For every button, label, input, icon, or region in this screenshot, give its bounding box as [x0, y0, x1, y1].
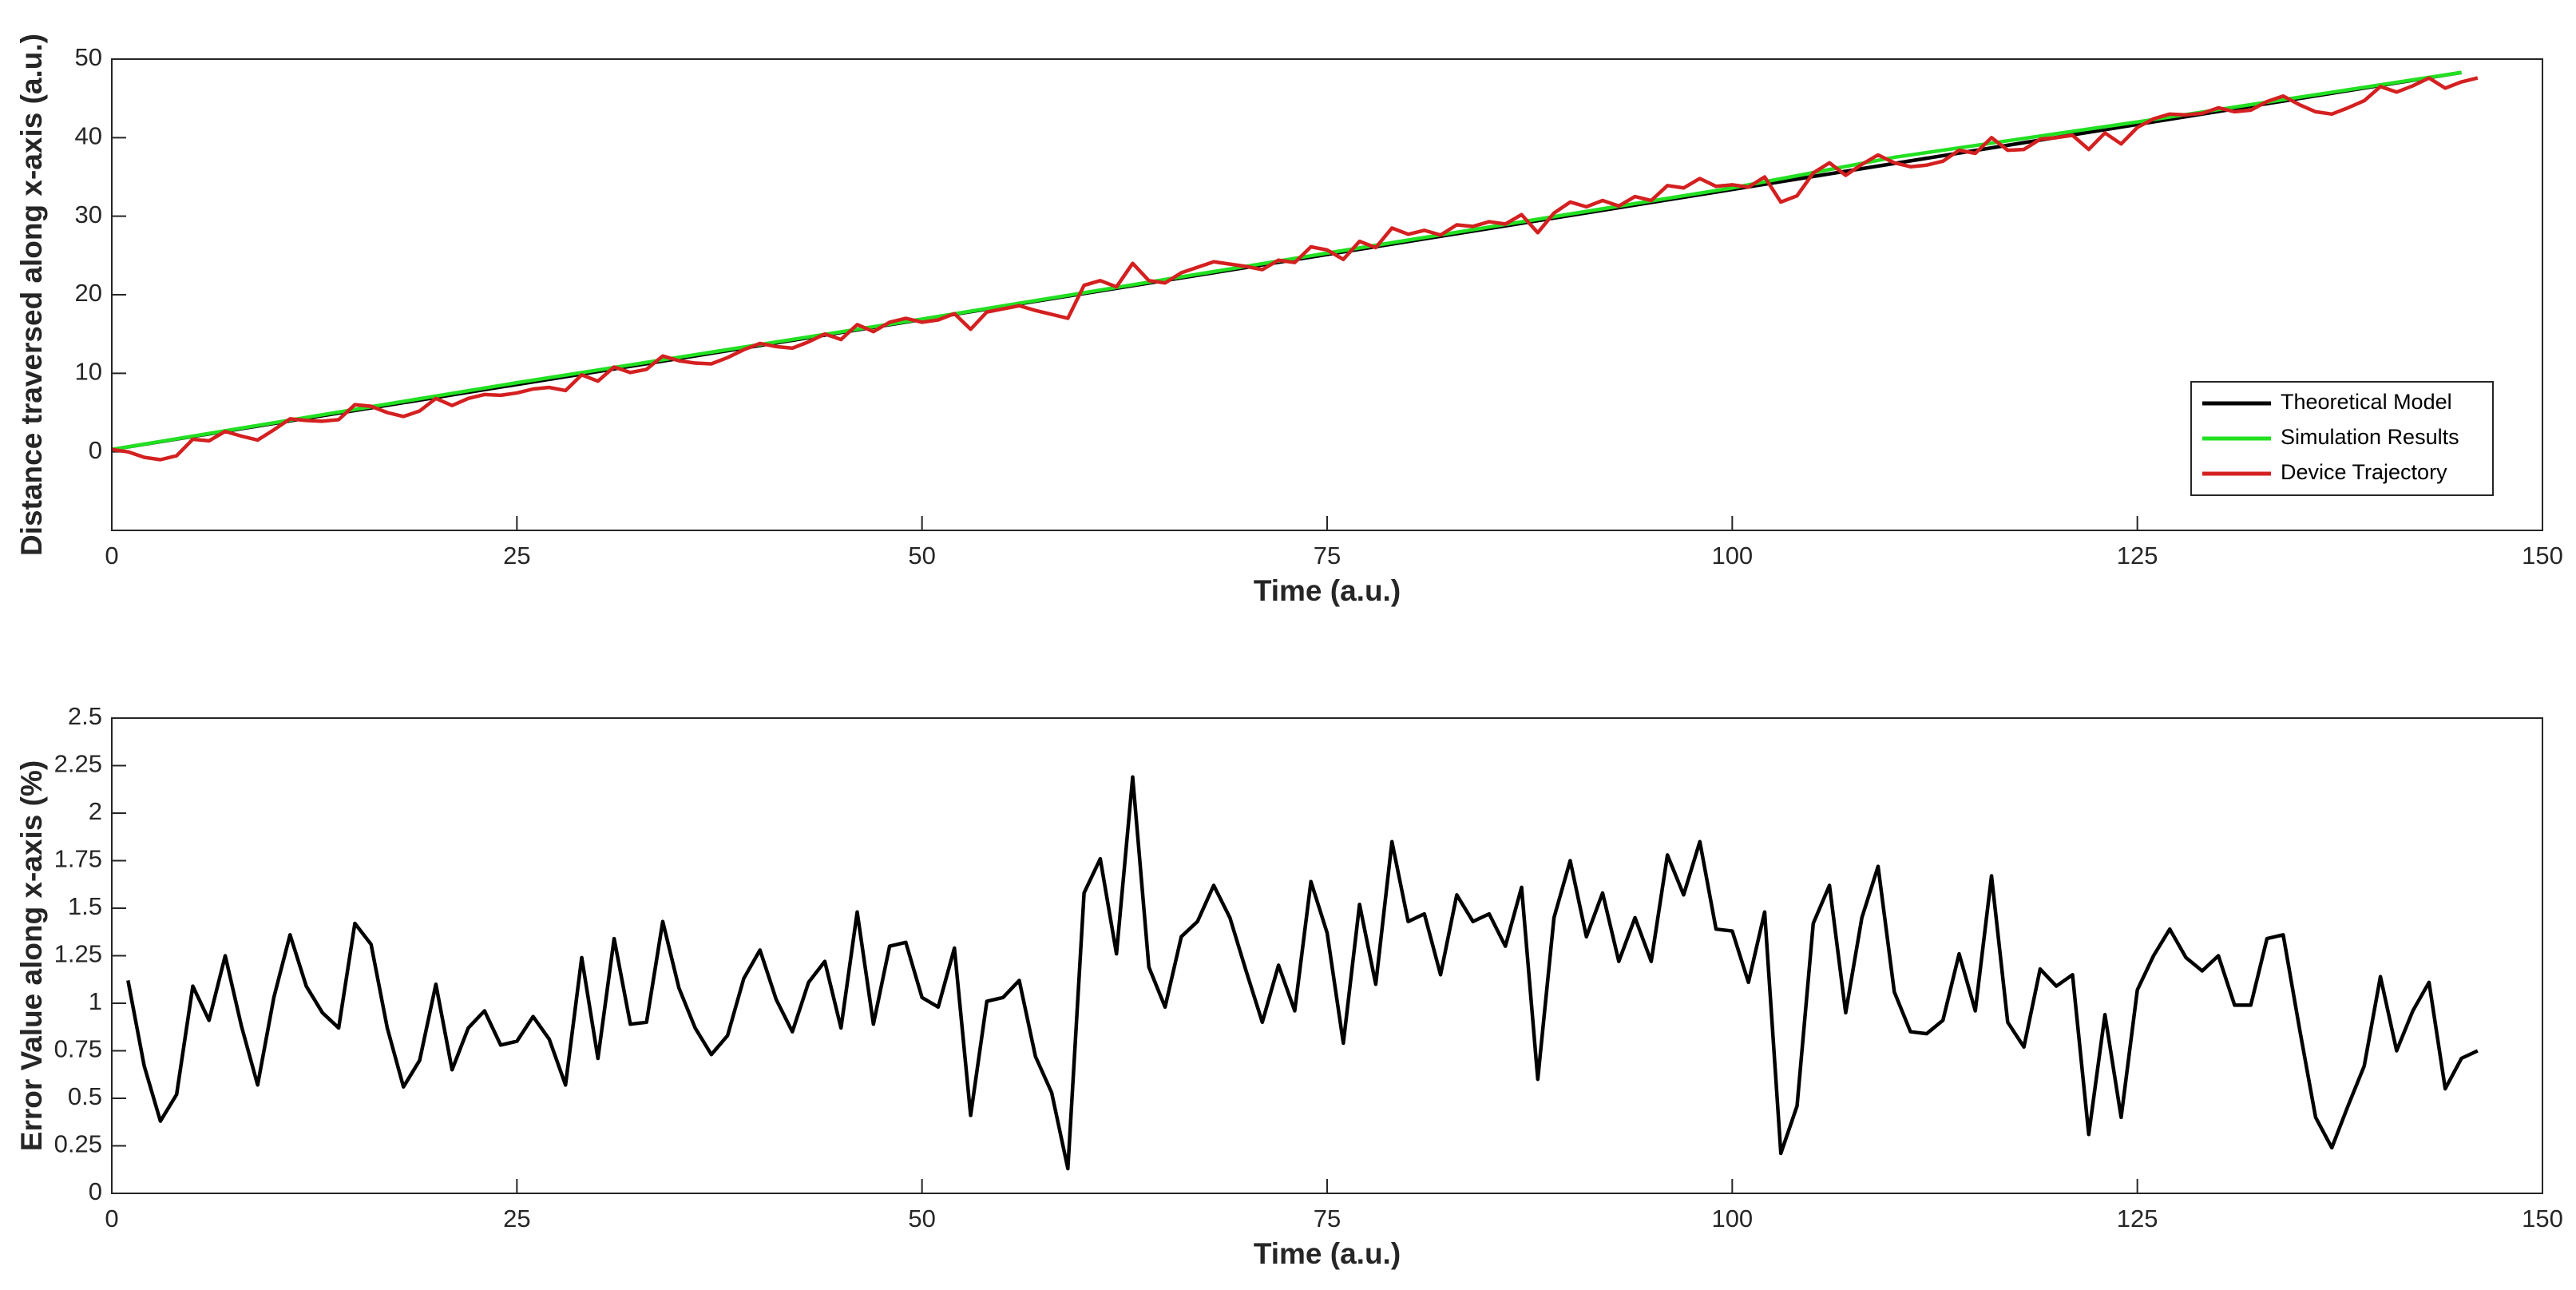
y-tick-label: 1.5 — [68, 892, 102, 920]
plot-area — [112, 59, 2542, 530]
y-tick-label: 50 — [75, 43, 102, 71]
y-tick-label: 1.75 — [54, 845, 102, 873]
plot-frame — [111, 58, 2543, 531]
y-tick-label: 0.75 — [54, 1035, 102, 1063]
x-tick-label: 125 — [2117, 1205, 2158, 1232]
y-axis-label: Distance traversed along x-axis (a.u.) — [15, 34, 48, 556]
x-tick-label: 0 — [105, 542, 118, 570]
legend: Theoretical Model Simulation Results Devic… — [2190, 381, 2494, 496]
x-tick-label: 100 — [1711, 542, 1753, 570]
plot-frame — [111, 717, 2543, 1194]
x-tick-label: 75 — [1314, 1205, 1341, 1232]
x-tick-label: 100 — [1711, 1205, 1753, 1232]
line-series — [112, 70, 2462, 451]
x-axis-label: Time (a.u.) — [1254, 1237, 1401, 1270]
x-tick-label: 50 — [908, 542, 935, 570]
y-tick-label: 1.25 — [54, 940, 102, 968]
legend-label: Theoretical Model — [2281, 390, 2452, 414]
legend-label: Device Trajectory — [2281, 460, 2447, 484]
line — [126, 775, 2479, 1171]
x-tick-label: 0 — [105, 1205, 118, 1232]
y-tick-label: 0.25 — [54, 1130, 102, 1158]
y-tick-label: 1 — [89, 987, 102, 1015]
y-tick-label: 2.5 — [68, 702, 102, 730]
legend-label: Simulation Results — [2281, 425, 2459, 449]
y-axis-label: Error Value along x-axis (%) — [15, 760, 48, 1151]
y-tick-label: 2 — [89, 797, 102, 825]
x-axis-label: Time (a.u.) — [1254, 574, 1401, 607]
x-tick-label: 50 — [908, 1205, 935, 1232]
line-series — [112, 76, 2479, 462]
y-tick-label: 2.25 — [54, 750, 102, 778]
y-tick-label: 0 — [89, 1177, 102, 1205]
x-tick-label: 150 — [2522, 1205, 2563, 1232]
x-tick-label: 25 — [503, 1205, 530, 1232]
plot-0: 0 25 50 75 100 125 150 0 10 20 30 40 50 Time (a.u.) Di… — [15, 34, 2563, 607]
y-tick-label: 0 — [89, 436, 102, 464]
x-tick-label: 25 — [503, 542, 530, 570]
plot-area — [112, 718, 2542, 1193]
y-tick-label: 30 — [75, 200, 102, 228]
y-tick-label: 40 — [75, 122, 102, 150]
plot-1: 0 25 50 75 100 125 150 0 0.25 0.5 0.75 1 1.25 1.5 1.75… — [15, 702, 2563, 1270]
y-tick-label: 0.5 — [68, 1082, 102, 1110]
x-tick-label: 150 — [2522, 542, 2563, 570]
y-tick-label: 10 — [75, 358, 102, 386]
y-tick-label: 20 — [75, 279, 102, 307]
x-tick-label: 75 — [1314, 542, 1341, 570]
x-tick-label: 125 — [2117, 542, 2158, 570]
